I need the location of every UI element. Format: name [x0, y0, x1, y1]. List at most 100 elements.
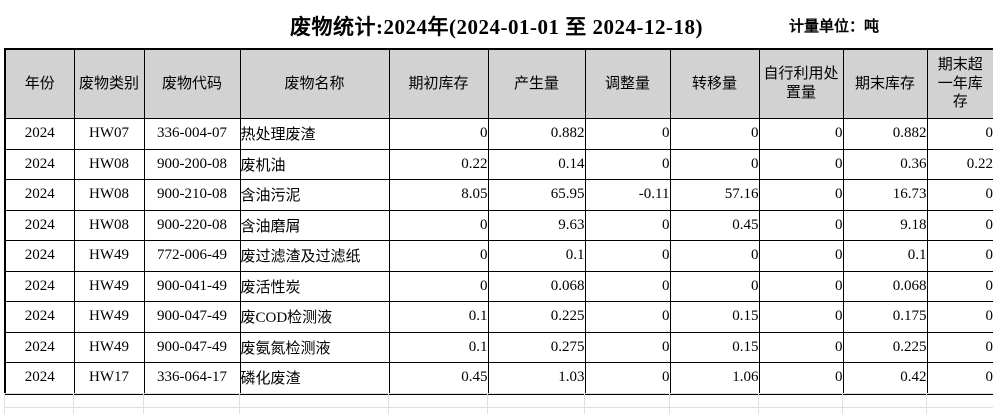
cell-waste-name[interactable]: 含油磨屑 — [239, 209, 390, 241]
cell-over-one-year-stock[interactable]: 0 — [926, 240, 993, 272]
cell-self-disposal-amount[interactable]: 0 — [758, 240, 844, 272]
cell-waste-code[interactable]: 900-041-49 — [143, 270, 241, 302]
cell-closing-stock[interactable]: 0.1 — [842, 240, 928, 272]
cell-waste-name[interactable]: 含油污泥 — [239, 179, 390, 211]
cell-waste-category[interactable]: HW17 — [73, 362, 145, 394]
cell-closing-stock[interactable]: 0.36 — [842, 148, 928, 180]
header-opening-stock[interactable]: 期初库存 — [388, 48, 489, 119]
cell-generated-amount[interactable]: 1.03 — [487, 362, 586, 394]
header-year[interactable]: 年份 — [4, 48, 75, 119]
cell-waste-category[interactable]: HW07 — [73, 118, 145, 150]
cell-closing-stock[interactable]: 0.42 — [842, 362, 928, 394]
cell-over-one-year-stock[interactable]: 0 — [926, 362, 993, 394]
cell-generated-amount[interactable]: 9.63 — [487, 209, 586, 241]
cell-waste-code[interactable]: 336-064-17 — [143, 362, 241, 394]
cell-adjusted-amount[interactable]: 0 — [584, 209, 671, 241]
cell-closing-stock[interactable]: 0.175 — [842, 301, 928, 333]
cell-closing-stock[interactable]: 0.225 — [842, 331, 928, 363]
cell-year[interactable]: 2024 — [4, 270, 75, 302]
cell-self-disposal-amount[interactable]: 0 — [758, 118, 844, 150]
cell-transferred-amount[interactable]: 0 — [669, 240, 760, 272]
cell-adjusted-amount[interactable]: 0 — [584, 148, 671, 180]
cell-opening-stock[interactable]: 0.22 — [388, 148, 489, 180]
cell-transferred-amount[interactable]: 0 — [669, 270, 760, 302]
cell-year[interactable]: 2024 — [4, 118, 75, 150]
cell-waste-code[interactable]: 900-047-49 — [143, 331, 241, 363]
cell-waste-code[interactable]: 900-210-08 — [143, 179, 241, 211]
cell-generated-amount[interactable]: 0.1 — [487, 240, 586, 272]
cell-transferred-amount[interactable]: 0 — [669, 118, 760, 150]
cell-self-disposal-amount[interactable]: 0 — [758, 270, 844, 302]
cell-waste-code[interactable]: 900-200-08 — [143, 148, 241, 180]
cell-adjusted-amount[interactable]: 0 — [584, 270, 671, 302]
cell-waste-name[interactable]: 废COD检测液 — [239, 301, 390, 333]
cell-waste-category[interactable]: HW08 — [73, 148, 145, 180]
header-over-one-year-stock[interactable]: 期末超一年库存 — [926, 48, 993, 119]
cell-opening-stock[interactable]: 0 — [388, 209, 489, 241]
cell-opening-stock[interactable]: 0.1 — [388, 301, 489, 333]
cell-transferred-amount[interactable]: 0.45 — [669, 209, 760, 241]
header-closing-stock[interactable]: 期末库存 — [842, 48, 928, 119]
cell-year[interactable]: 2024 — [4, 362, 75, 394]
cell-self-disposal-amount[interactable]: 0 — [758, 148, 844, 180]
cell-waste-category[interactable]: HW08 — [73, 209, 145, 241]
cell-closing-stock[interactable]: 0.882 — [842, 118, 928, 150]
cell-closing-stock[interactable]: 9.18 — [842, 209, 928, 241]
cell-adjusted-amount[interactable]: 0 — [584, 118, 671, 150]
cell-generated-amount[interactable]: 0.882 — [487, 118, 586, 150]
cell-year[interactable]: 2024 — [4, 301, 75, 333]
cell-adjusted-amount[interactable]: 0 — [584, 240, 671, 272]
header-waste-code[interactable]: 废物代码 — [143, 48, 241, 119]
cell-self-disposal-amount[interactable]: 0 — [758, 331, 844, 363]
cell-opening-stock[interactable]: 0 — [388, 118, 489, 150]
cell-closing-stock[interactable]: 0.068 — [842, 270, 928, 302]
header-waste-category[interactable]: 废物类别 — [73, 48, 145, 119]
cell-adjusted-amount[interactable]: 0 — [584, 331, 671, 363]
cell-closing-stock[interactable]: 16.73 — [842, 179, 928, 211]
cell-waste-category[interactable]: HW08 — [73, 179, 145, 211]
cell-waste-category[interactable]: HW49 — [73, 331, 145, 363]
cell-waste-code[interactable]: 772-006-49 — [143, 240, 241, 272]
cell-generated-amount[interactable]: 0.14 — [487, 148, 586, 180]
cell-adjusted-amount[interactable]: 0 — [584, 301, 671, 333]
cell-waste-code[interactable]: 900-220-08 — [143, 209, 241, 241]
header-waste-name[interactable]: 废物名称 — [239, 48, 390, 119]
cell-generated-amount[interactable]: 0.225 — [487, 301, 586, 333]
cell-over-one-year-stock[interactable]: 0 — [926, 270, 993, 302]
header-generated-amount[interactable]: 产生量 — [487, 48, 586, 119]
cell-opening-stock[interactable]: 0 — [388, 240, 489, 272]
header-transferred-amount[interactable]: 转移量 — [669, 48, 760, 119]
cell-opening-stock[interactable]: 8.05 — [388, 179, 489, 211]
cell-waste-name[interactable]: 磷化废渣 — [239, 362, 390, 394]
cell-generated-amount[interactable]: 65.95 — [487, 179, 586, 211]
cell-transferred-amount[interactable]: 1.06 — [669, 362, 760, 394]
cell-transferred-amount[interactable]: 57.16 — [669, 179, 760, 211]
header-self-disposal-amount[interactable]: 自行利用处置量 — [758, 48, 844, 119]
cell-over-one-year-stock[interactable]: 0 — [926, 301, 993, 333]
cell-adjusted-amount[interactable]: 0 — [584, 362, 671, 394]
cell-self-disposal-amount[interactable]: 0 — [758, 209, 844, 241]
cell-transferred-amount[interactable]: 0.15 — [669, 301, 760, 333]
cell-generated-amount[interactable]: 0.068 — [487, 270, 586, 302]
cell-year[interactable]: 2024 — [4, 209, 75, 241]
cell-year[interactable]: 2024 — [4, 240, 75, 272]
cell-waste-name[interactable]: 热处理废渣 — [239, 118, 390, 150]
cell-waste-code[interactable]: 336-004-07 — [143, 118, 241, 150]
cell-year[interactable]: 2024 — [4, 331, 75, 363]
cell-transferred-amount[interactable]: 0.15 — [669, 331, 760, 363]
cell-over-one-year-stock[interactable]: 0 — [926, 209, 993, 241]
cell-year[interactable]: 2024 — [4, 148, 75, 180]
cell-waste-code[interactable]: 900-047-49 — [143, 301, 241, 333]
header-adjusted-amount[interactable]: 调整量 — [584, 48, 671, 119]
cell-waste-name[interactable]: 废氨氮检测液 — [239, 331, 390, 363]
cell-opening-stock[interactable]: 0.1 — [388, 331, 489, 363]
cell-adjusted-amount[interactable]: -0.11 — [584, 179, 671, 211]
cell-waste-category[interactable]: HW49 — [73, 240, 145, 272]
cell-waste-name[interactable]: 废过滤渣及过滤纸 — [239, 240, 390, 272]
cell-over-one-year-stock[interactable]: 0 — [926, 179, 993, 211]
cell-self-disposal-amount[interactable]: 0 — [758, 362, 844, 394]
cell-waste-name[interactable]: 废机油 — [239, 148, 390, 180]
cell-opening-stock[interactable]: 0 — [388, 270, 489, 302]
cell-over-one-year-stock[interactable]: 0 — [926, 331, 993, 363]
cell-waste-category[interactable]: HW49 — [73, 270, 145, 302]
